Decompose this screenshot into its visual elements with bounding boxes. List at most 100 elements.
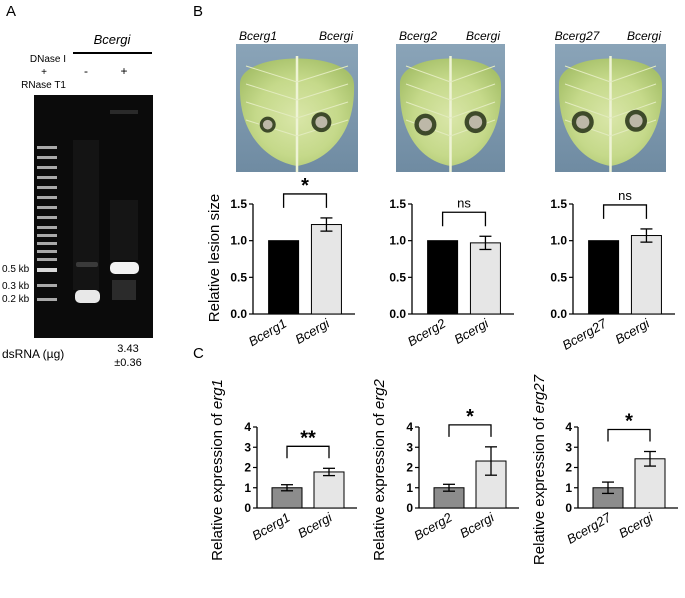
leaf-label-right: Bcergi — [319, 29, 353, 43]
leaf-photo — [555, 44, 666, 172]
gel-ladder-band — [37, 242, 57, 245]
y-tick-label: 0 — [244, 501, 251, 515]
bar-chart: 0.0 0.5 1.0 1.5 Bcerg1 Bcergi * — [230, 175, 355, 349]
y-tick-label: 0 — [406, 501, 413, 515]
y-tick-label: 1 — [565, 481, 572, 495]
gel-ladder-band — [37, 234, 57, 237]
leaf-photo — [236, 44, 358, 172]
bar-chart: 0 1 2 3 4 Bcerg1 Bcergi ** — [244, 420, 357, 543]
leaf-vein — [245, 65, 298, 83]
y-axis-label-prefix: Relative expression of — [531, 413, 548, 565]
y-tick-label: 1 — [406, 481, 413, 495]
marker-label-05: 0.5 kb — [2, 264, 30, 275]
y-axis-label-gene: erg2 — [371, 378, 388, 409]
y-axis-label: Relative expression of erg2 — [371, 378, 388, 560]
gel-ladder-band — [37, 298, 57, 301]
leaf-vein — [610, 65, 657, 83]
panel-label-a: A — [6, 3, 16, 20]
leaf-vein — [296, 83, 349, 101]
leaf-vein — [245, 101, 298, 119]
gel-ladder-band — [37, 268, 57, 272]
gel-ladder-band — [37, 206, 57, 209]
y-tick-label: 4 — [565, 420, 572, 434]
gel-band-plus — [110, 262, 139, 274]
bar — [630, 235, 662, 315]
leaf-vein — [610, 101, 657, 119]
y-tick-label: 1.0 — [550, 234, 567, 248]
gel-title: Bcergi — [94, 32, 132, 47]
marker-label-03: 0.3 kb — [2, 281, 30, 292]
y-axis-label: Relative expression of erg27 — [531, 374, 548, 565]
significance-bracket — [286, 445, 330, 459]
gel-band-minus — [75, 290, 100, 303]
significance-label: * — [625, 411, 633, 433]
leaf-label-left: Bcerg27 — [555, 29, 601, 43]
significance-label: ns — [618, 188, 632, 203]
bar — [268, 240, 300, 315]
significance-label: ns — [457, 195, 471, 210]
category-label: Bcergi — [616, 509, 656, 541]
y-tick-label: 1.5 — [550, 197, 567, 211]
y-tick-label: 2 — [565, 461, 572, 475]
category-label: Bcerg1 — [246, 316, 289, 350]
gel-ladder-band — [37, 284, 57, 287]
marker-label-02: 0.2 kb — [2, 294, 30, 305]
leaf-vein — [610, 83, 657, 101]
y-tick-label: 3 — [565, 440, 572, 454]
bar-chart: 0.0 0.5 1.0 1.5 Bcerg2 Bcergi ns — [389, 195, 514, 349]
gel-ladder-band — [37, 146, 57, 149]
y-tick-label: 0.5 — [389, 270, 406, 284]
dsrna-value: 3.43 — [117, 343, 138, 355]
y-tick-label: 2 — [244, 461, 251, 475]
leaf-vein — [405, 101, 451, 119]
dsrna-label: dsRNA (µg) — [2, 347, 64, 361]
bar — [634, 458, 666, 509]
y-tick-label: 4 — [244, 420, 251, 434]
y-tick-label: 1.5 — [389, 197, 406, 211]
treatment-label-2: + — [41, 67, 47, 78]
treatment-label-1: DNase I — [30, 54, 66, 65]
significance-bracket — [282, 193, 328, 208]
gel-ladder-band — [37, 258, 57, 261]
gel-ladder-band — [37, 176, 57, 179]
leaf-vein — [450, 65, 496, 83]
lane-plus-label: + — [120, 64, 127, 78]
lesion-center — [576, 115, 590, 129]
y-tick-label: 0.5 — [230, 270, 247, 284]
panel-label-b: B — [193, 3, 203, 20]
gel-ladder-band — [37, 226, 57, 229]
y-tick-label: 1 — [244, 481, 251, 495]
category-label: Bcergi — [457, 509, 497, 541]
leaf-vein — [450, 83, 496, 101]
y-tick-label: 1.0 — [389, 234, 406, 248]
y-axis-label-gene: erg1 — [209, 379, 226, 409]
bar — [310, 224, 342, 315]
category-label: Bcergi — [613, 315, 653, 347]
leaf-label-right: Bcergi — [466, 29, 500, 43]
category-label: Bcergi — [452, 315, 492, 347]
leaf-vein — [405, 83, 451, 101]
category-label: Bcergi — [293, 315, 333, 347]
category-label: Bcerg2 — [405, 315, 449, 349]
y-tick-label: 3 — [244, 440, 251, 454]
significance-bracket — [607, 428, 651, 442]
bar-chart: 0.0 0.5 1.0 1.5 Bcerg27 Bcergi ns — [550, 188, 675, 353]
significance-bracket — [441, 211, 487, 227]
leaf-vein — [564, 101, 611, 119]
bar-chart: 0 1 2 3 4 Bcerg2 Bcergi * — [406, 406, 519, 543]
leaf-vein — [296, 101, 349, 119]
bar — [588, 240, 620, 315]
y-tick-label: 0.5 — [550, 270, 567, 284]
bar — [427, 240, 459, 315]
treatment-label-3: RNase T1 — [21, 80, 66, 91]
y-tick-label: 1.5 — [230, 197, 247, 211]
panel-label-c: C — [193, 345, 204, 362]
y-tick-label: 2 — [406, 461, 413, 475]
leaf-vein — [296, 65, 349, 83]
lesion-center — [262, 119, 273, 130]
category-label: Bcerg2 — [411, 509, 455, 543]
gel-ladder-band — [37, 156, 57, 159]
lesion-center — [629, 114, 643, 128]
